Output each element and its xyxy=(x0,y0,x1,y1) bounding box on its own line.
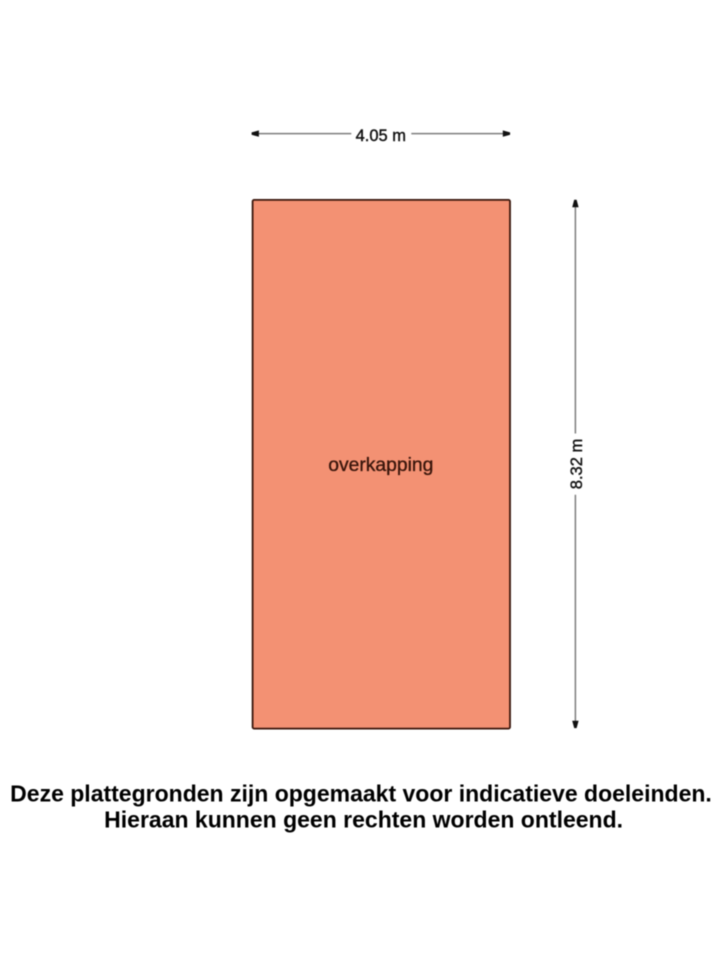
svg-text:4.05 m: 4.05 m xyxy=(356,127,406,145)
svg-text:overkapping: overkapping xyxy=(328,455,433,476)
svg-text:Hieraan kunnen geen rechten wo: Hieraan kunnen geen rechten worden ontle… xyxy=(104,807,623,833)
svg-text:Deze plattegronden zijn opgema: Deze plattegronden zijn opgemaakt voor i… xyxy=(10,780,712,806)
svg-text:8.32 m: 8.32 m xyxy=(568,439,586,489)
